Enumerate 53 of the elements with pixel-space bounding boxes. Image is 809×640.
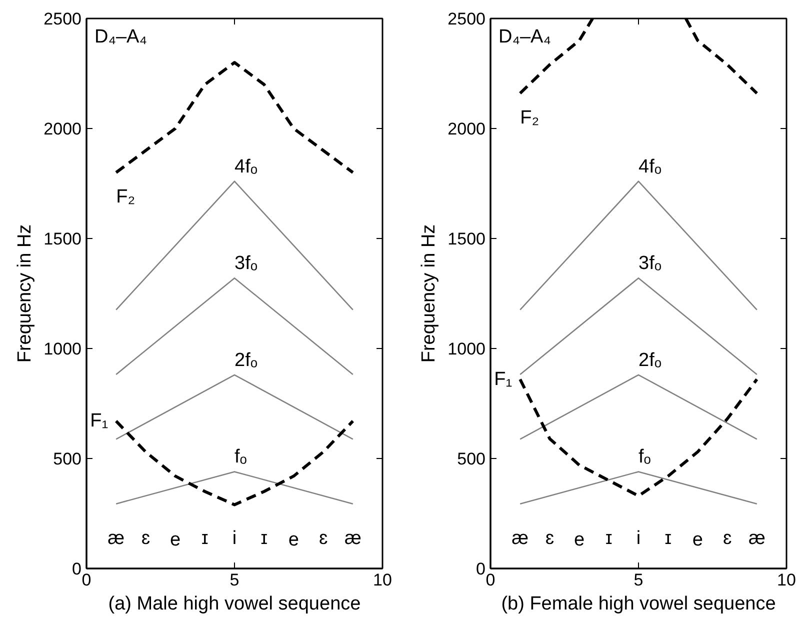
line-series bbox=[114, 61, 354, 174]
annotation: æ bbox=[344, 528, 362, 549]
x-tick-label: 10 bbox=[777, 570, 796, 590]
y-tick-label: 1000 bbox=[44, 340, 82, 358]
annotation: D₄–A₄ bbox=[94, 26, 148, 48]
y-tick-label: 2500 bbox=[44, 10, 82, 28]
annotation: æ bbox=[748, 528, 766, 549]
y-tick-label: 1000 bbox=[448, 340, 486, 358]
series-label: 4fₒ bbox=[234, 156, 258, 178]
series-label: fₒ bbox=[234, 446, 247, 468]
series-label: F₂ bbox=[520, 107, 540, 128]
annotation: ɪ bbox=[260, 528, 268, 549]
y-tick-label: 500 bbox=[457, 450, 486, 468]
series-label: 2fₒ bbox=[234, 350, 258, 371]
series-label: fₒ bbox=[638, 446, 651, 468]
y-axis-title: Frequency in Hz bbox=[418, 224, 440, 363]
annotation: ɛ bbox=[545, 528, 554, 549]
x-axis-title: (a) Male high vowel sequence bbox=[108, 594, 361, 614]
y-tick-label: 1500 bbox=[448, 230, 486, 248]
annotation: ɛ bbox=[722, 528, 732, 549]
x-tick-label: 10 bbox=[373, 570, 392, 590]
annotation: e bbox=[574, 530, 585, 550]
series-label: 3fₒ bbox=[234, 253, 258, 274]
series-label: 3fₒ bbox=[638, 253, 662, 274]
annotation: i bbox=[232, 528, 237, 549]
annotation: e bbox=[170, 530, 181, 550]
line-series bbox=[114, 420, 354, 506]
x-tick-label: 5 bbox=[634, 570, 644, 590]
annotation: ɛ bbox=[318, 528, 328, 549]
annotation: e bbox=[692, 530, 703, 550]
annotation: ɪ bbox=[606, 528, 613, 549]
annotation: ɪ bbox=[202, 528, 209, 549]
annotation: e bbox=[288, 530, 299, 550]
series-label: 4fₒ bbox=[638, 156, 662, 178]
series-label: F₁ bbox=[494, 368, 512, 390]
y-tick-label: 2000 bbox=[44, 120, 82, 138]
series-label: 2fₒ bbox=[638, 350, 662, 371]
y-axis-title: Frequency in Hz bbox=[14, 224, 36, 363]
series-label: F₂ bbox=[116, 186, 136, 208]
x-tick-label: 5 bbox=[230, 570, 240, 590]
y-tick-label: 1500 bbox=[44, 230, 82, 248]
line-series bbox=[518, 378, 758, 498]
y-tick-label: 2500 bbox=[448, 10, 486, 28]
annotation: ɪ bbox=[664, 528, 672, 549]
annotation: i bbox=[636, 528, 641, 549]
x-axis-title: (b) Female high vowel sequence bbox=[501, 594, 776, 614]
y-tick-label: 500 bbox=[53, 450, 82, 468]
annotation: ɛ bbox=[141, 528, 150, 549]
annotation: æ bbox=[512, 528, 529, 549]
annotation: D₄–A₄ bbox=[498, 26, 552, 48]
annotation: æ bbox=[108, 528, 125, 549]
y-tick-label: 2000 bbox=[448, 120, 486, 138]
series-label: F₁ bbox=[90, 410, 108, 432]
